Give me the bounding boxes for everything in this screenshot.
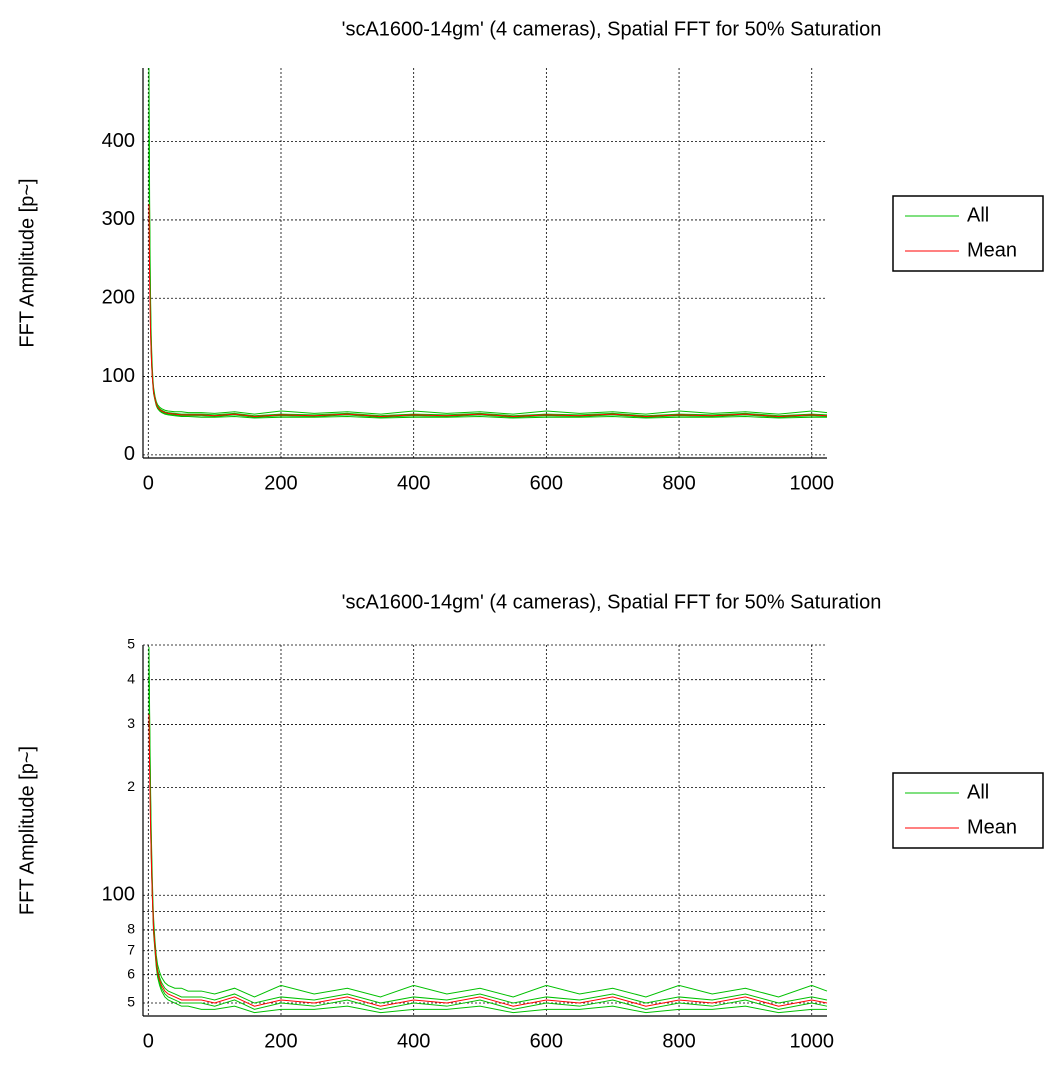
legend-label: All xyxy=(967,204,989,226)
chart-title: 'scA1600-14gm' (4 cameras), Spatial FFT … xyxy=(342,18,882,40)
data-line xyxy=(148,204,828,417)
y-tick-label: 5 xyxy=(127,636,135,652)
y-axis-label: FFT Amplitude [p~] xyxy=(16,746,38,915)
y-tick-label: 300 xyxy=(102,208,135,230)
x-tick-label: 200 xyxy=(264,1030,297,1052)
legend-label: Mean xyxy=(967,239,1017,261)
data-line xyxy=(148,67,828,415)
x-tick-label: 800 xyxy=(662,472,695,494)
x-tick-label: 400 xyxy=(397,1030,430,1052)
y-tick-label: 6 xyxy=(127,965,135,981)
legend-label: All xyxy=(967,781,989,803)
y-tick-label: 200 xyxy=(102,287,135,309)
y-tick-label: 100 xyxy=(102,884,135,906)
data-line xyxy=(148,657,828,1004)
legend-box xyxy=(892,195,1044,272)
y-tick-label: 400 xyxy=(102,130,135,152)
x-tick-label: 400 xyxy=(397,472,430,494)
y-axis-label: FFT Amplitude [p~] xyxy=(16,178,38,347)
data-line xyxy=(148,94,828,417)
data-line xyxy=(148,646,828,998)
x-tick-label: 200 xyxy=(264,472,297,494)
x-tick-label: 1000 xyxy=(789,1030,834,1052)
y-tick-label: 2 xyxy=(127,778,135,794)
y-tick-label: 7 xyxy=(127,941,135,957)
data-line xyxy=(148,714,828,1007)
x-tick-label: 0 xyxy=(143,472,154,494)
legend-box xyxy=(892,772,1044,849)
y-tick-label: 0 xyxy=(124,443,135,465)
x-tick-label: 1000 xyxy=(789,472,834,494)
x-tick-label: 800 xyxy=(662,1030,695,1052)
y-tick-label: 100 xyxy=(102,365,135,387)
data-line xyxy=(148,668,828,1010)
legend-label: Mean xyxy=(967,816,1017,838)
y-tick-label: 8 xyxy=(127,921,135,937)
y-tick-label: 3 xyxy=(127,715,135,731)
chart-title: 'scA1600-14gm' (4 cameras), Spatial FFT … xyxy=(342,591,882,613)
x-tick-label: 600 xyxy=(530,1030,563,1052)
y-tick-label: 4 xyxy=(127,670,135,686)
data-line xyxy=(148,118,828,418)
x-tick-label: 0 xyxy=(143,1030,154,1052)
data-line xyxy=(148,679,827,1014)
x-tick-label: 600 xyxy=(530,472,563,494)
y-tick-label: 5 xyxy=(127,994,135,1010)
